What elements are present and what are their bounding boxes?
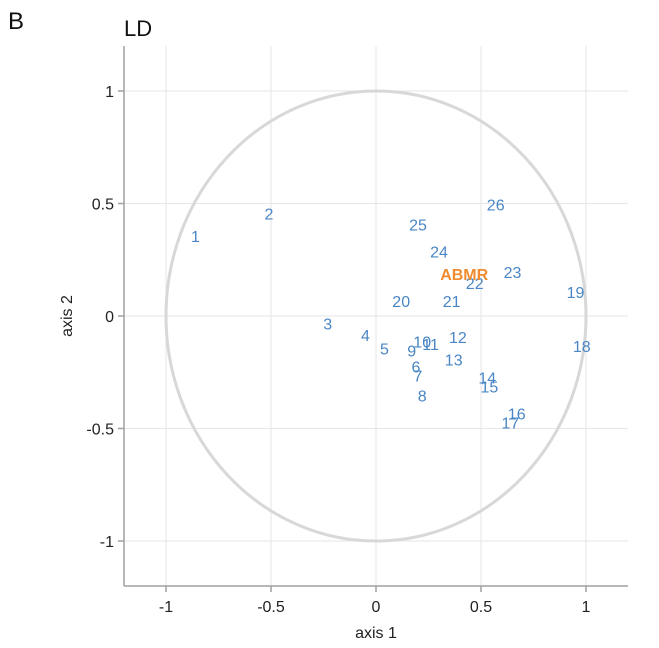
x-tick-label: -0.5 <box>257 599 285 616</box>
point-label-15: 15 <box>481 380 499 397</box>
y-tick-label: 0 <box>105 309 114 326</box>
point-label-6: 6 <box>411 359 420 376</box>
point-label-20: 20 <box>392 294 410 311</box>
point-label-4: 4 <box>361 328 370 345</box>
point-label-18: 18 <box>573 339 591 356</box>
x-tick-label: 0.5 <box>470 599 492 616</box>
point-label-8: 8 <box>418 389 427 406</box>
point-label-3: 3 <box>323 317 332 334</box>
y-tick-label: 1 <box>105 84 114 101</box>
x-tick-label: 1 <box>582 599 591 616</box>
y-tick-label: -0.5 <box>86 422 114 439</box>
panel-label: B <box>8 8 25 35</box>
x-axis-title: axis 1 <box>355 625 397 642</box>
x-tick-label: -1 <box>159 599 173 616</box>
point-label-9: 9 <box>407 344 416 361</box>
point-label-7: 7 <box>414 368 423 385</box>
point-label-16: 16 <box>508 407 526 424</box>
point-label-14: 14 <box>478 371 496 388</box>
point-label-13: 13 <box>445 353 463 370</box>
point-label-26: 26 <box>487 197 505 214</box>
unit-circle <box>164 89 588 543</box>
y-tick-label: -1 <box>100 534 114 551</box>
y-tick-label: 0.5 <box>92 197 114 214</box>
y-axis-title: axis 2 <box>59 295 76 337</box>
point-label-24: 24 <box>430 245 448 262</box>
point-label-12: 12 <box>449 330 467 347</box>
point-label-17: 17 <box>502 416 520 433</box>
point-label-19: 19 <box>567 285 585 302</box>
point-label-25: 25 <box>409 218 427 235</box>
point-label-21: 21 <box>443 294 461 311</box>
point-label-5: 5 <box>380 341 389 358</box>
point-label-23: 23 <box>504 265 522 282</box>
point-label-2: 2 <box>264 206 273 223</box>
point-label-10: 10 <box>413 335 431 352</box>
point-label-22: 22 <box>466 276 484 293</box>
x-tick-label: 0 <box>372 599 381 616</box>
chart-title: LD <box>124 16 152 41</box>
point-label-11: 11 <box>422 337 439 354</box>
highlight-point-label: ABMR <box>440 267 488 284</box>
point-label-1: 1 <box>191 229 200 246</box>
